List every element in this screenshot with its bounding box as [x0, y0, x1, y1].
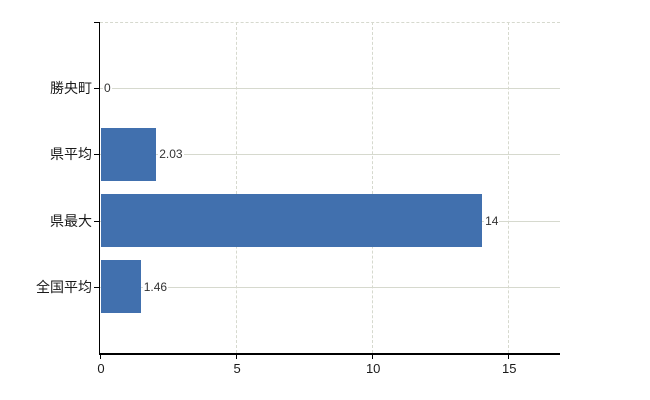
x-tick: [236, 354, 238, 359]
y-tick: [94, 220, 99, 222]
h-gridline: [100, 286, 560, 288]
value-label: 14: [484, 213, 500, 228]
v-gridline: [236, 22, 238, 353]
v-gridline: [372, 22, 374, 353]
x-tick: [100, 354, 101, 359]
x-tick: [508, 354, 510, 359]
x-axis: [98, 353, 560, 355]
value-label: 1.46: [142, 279, 169, 294]
x-tick: [372, 354, 374, 359]
h-gridline: [100, 88, 560, 90]
category-label: 全国平均: [36, 278, 92, 295]
value-label: 2.03: [158, 147, 184, 162]
category-label: 県平均: [50, 146, 92, 163]
y-tick: [94, 154, 99, 156]
x-tick-label: 15: [502, 361, 517, 376]
plot-top-border: [100, 22, 560, 23]
y-tick: [94, 22, 99, 23]
category-label: 勝央町: [50, 80, 92, 97]
bar: [101, 127, 157, 181]
y-tick: [94, 88, 99, 90]
y-tick: [94, 286, 99, 288]
y-axis: [98, 22, 100, 354]
v-gridline: [508, 22, 510, 353]
h-gridline: [100, 154, 560, 156]
x-tick-label: 5: [233, 361, 241, 376]
category-label: 県最大: [50, 212, 92, 229]
bar: [101, 194, 483, 248]
x-tick-label: 0: [97, 361, 105, 376]
x-tick-label: 10: [365, 361, 381, 376]
bar: [101, 260, 141, 314]
value-label: 0: [103, 81, 112, 96]
